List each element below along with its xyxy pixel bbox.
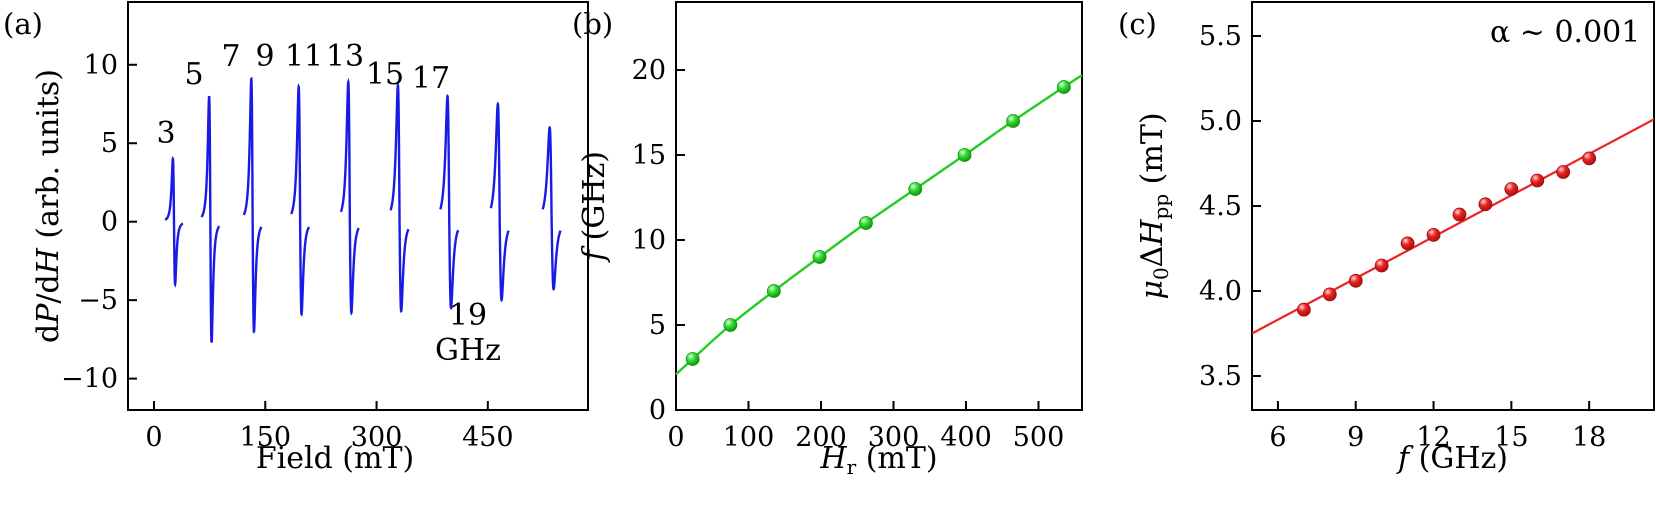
chart-b-ytick-label: 10 (632, 225, 666, 256)
chart-a-ticks: 0 150 300 450 −10 −5 0 5 10 (61, 50, 514, 453)
chart-b-ytick-label: 20 (632, 55, 666, 86)
chart-c-xtick-label: 6 (1269, 422, 1286, 453)
chart-a-ytick-label: 10 (84, 50, 118, 81)
freq-unit-label: GHz (435, 333, 501, 368)
linear-fit-line (1251, 118, 1655, 335)
chart-b-xtick-label: 400 (940, 422, 992, 453)
chart-a-ytick-label: 0 (101, 207, 118, 238)
chart-c-points (1296, 151, 1597, 317)
chart-a-ytick-label: 5 (101, 128, 118, 159)
fmr-trace-3ghz (164, 155, 184, 288)
chart-a-xtick-label: 150 (239, 422, 291, 453)
chart-a-xtick-label: 300 (351, 422, 403, 453)
fmr-trace-11ghz (339, 77, 360, 316)
chart-c-annotation: α ~ 0.001 (1490, 15, 1640, 50)
data-point (812, 250, 827, 264)
chart-b-xtick-label: 500 (1013, 422, 1065, 453)
chart-c-ytick-label: 4.0 (1199, 276, 1242, 307)
data-point (957, 148, 972, 162)
data-point (1006, 114, 1021, 128)
freq-label: 3 (156, 116, 175, 151)
freq-label: 13 (326, 39, 364, 74)
freq-label: 19 (449, 298, 487, 333)
chart-b-ylabel: f (GHz) (577, 151, 612, 263)
chart-c-xtick-label: 12 (1416, 422, 1450, 453)
data-point (859, 216, 873, 230)
chart-b-ytick-label: 15 (632, 140, 666, 171)
chart-b-frame (675, 1, 1083, 411)
chart-a-ylabel: dP/dH (arb. units) (31, 69, 66, 343)
fmr-trace-17ghz (489, 101, 510, 303)
chart-c-ytick-label: 5.5 (1199, 21, 1242, 52)
fmr-trace-13ghz (389, 83, 410, 313)
data-point (1056, 80, 1071, 94)
data-point (1556, 165, 1571, 179)
data-point (1452, 207, 1467, 222)
data-point (1426, 227, 1441, 242)
data-point (1400, 236, 1415, 251)
chart-c-ticks: 6 9 12 15 18 3.5 4.0 4.5 5.0 5.5 (1199, 21, 1606, 453)
chart-b-ticks: 0 100 200 300 400 500 0 5 10 15 20 (632, 55, 1065, 453)
freq-label: 7 (221, 39, 240, 74)
chart-b-ytick-label: 5 (649, 310, 666, 341)
chart-b-fit (675, 74, 1083, 376)
chart-a-frame (127, 1, 589, 411)
chart-c-frame (1251, 1, 1655, 411)
data-point (1478, 197, 1493, 212)
data-point (908, 182, 923, 196)
data-point (1296, 302, 1311, 317)
chart-c-xlabel: f (GHz) (1396, 441, 1508, 476)
panel-label-c: (c) (1118, 7, 1157, 41)
chart-a-ytick-label: −5 (78, 285, 118, 316)
chart-b-points (685, 80, 1071, 366)
data-point (1530, 173, 1545, 188)
chart-c-ylabel: μ0ΔHpp (mT) (1135, 112, 1173, 299)
chart-c-fit (1251, 118, 1655, 335)
panel-label-a: (a) (3, 7, 43, 41)
chart-a-xtick-label: 0 (145, 422, 162, 453)
chart-b: 0 100 200 300 400 500 0 5 10 15 20 Hr (mT) f (GHz) (577, 1, 1083, 479)
fmr-trace-19ghz (541, 125, 562, 291)
freq-label: 17 (412, 61, 450, 96)
data-point (1348, 273, 1363, 288)
chart-b-xtick-label: 300 (868, 422, 920, 453)
data-point (1582, 151, 1597, 166)
chart-c: 6 9 12 15 18 3.5 4.0 4.5 5.0 5.5 f (GHz) μ0ΔHpp (… (1135, 1, 1655, 476)
data-point (1322, 287, 1337, 302)
chart-c-ytick-label: 3.5 (1199, 361, 1242, 392)
chart-b-xlabel: Hr (mT) (819, 441, 937, 479)
freq-label: 5 (184, 57, 203, 92)
chart-c-ytick-label: 5.0 (1199, 106, 1242, 137)
data-point (1374, 258, 1389, 273)
freq-label: 9 (255, 39, 274, 74)
chart-a-xtick-label: 450 (462, 422, 514, 453)
panel-label-b: (b) (572, 7, 613, 41)
chart-b-xtick-label: 0 (667, 422, 684, 453)
fmr-trace-15ghz (439, 93, 460, 310)
chart-c-xtick-label: 15 (1494, 422, 1528, 453)
chart-a-ytick-label: −10 (61, 364, 118, 395)
chart-a-series (164, 76, 562, 343)
data-point (723, 318, 738, 332)
chart-c-ytick-label: 4.5 (1199, 191, 1242, 222)
chart-b-ytick-label: 0 (649, 395, 666, 426)
chart-c-xtick-label: 9 (1347, 422, 1364, 453)
fmr-trace-5ghz (200, 95, 221, 343)
chart-a-xlabel: Field (mT) (256, 441, 414, 476)
chart-c-xtick-label: 18 (1572, 422, 1606, 453)
data-point (1504, 182, 1519, 196)
freq-label: 11 (285, 39, 323, 74)
data-point (766, 284, 781, 298)
chart-b-xtick-label: 200 (795, 422, 847, 453)
freq-label: 15 (366, 57, 404, 92)
kittel-fit-line (675, 74, 1083, 376)
fmr-trace-9ghz (290, 83, 311, 317)
chart-b-xtick-label: 100 (723, 422, 775, 453)
data-point (685, 352, 700, 366)
fmr-trace-7ghz (242, 76, 263, 334)
